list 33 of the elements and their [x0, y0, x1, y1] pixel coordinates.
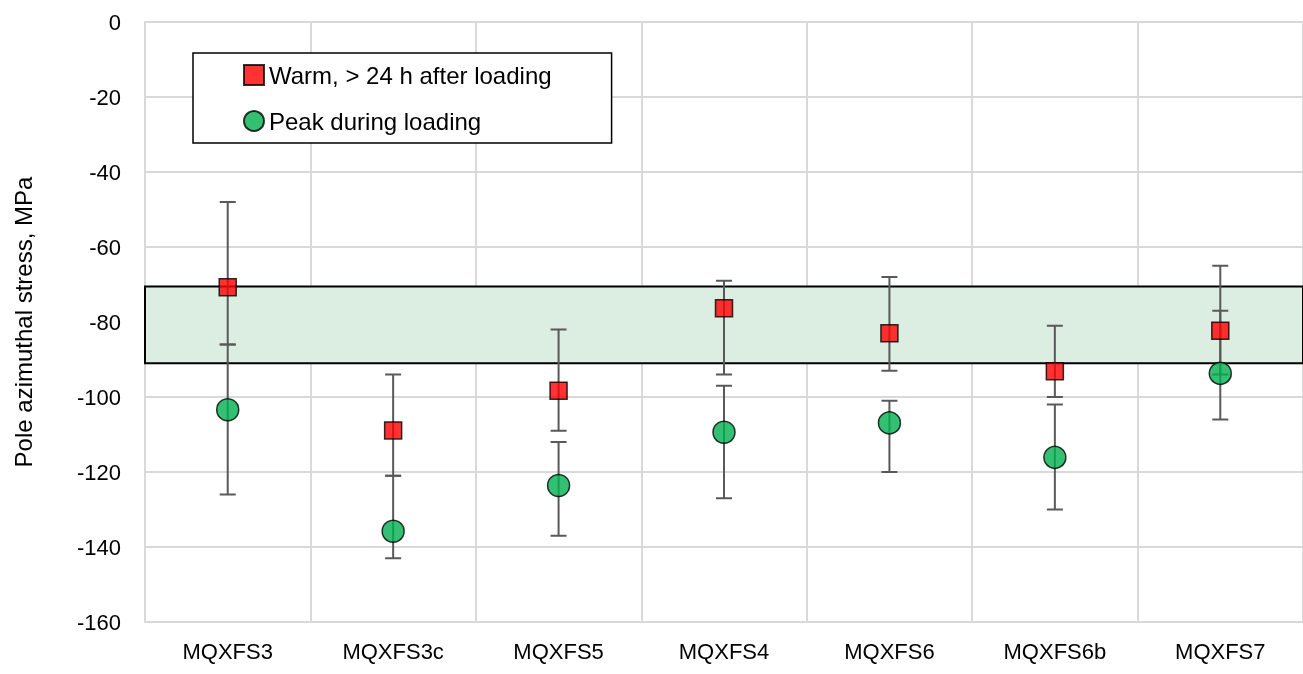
point: [714, 298, 734, 318]
y-tick-label: -140: [76, 534, 121, 560]
x-tick-label: MQXFS6b: [1003, 638, 1107, 664]
y-tick-label: -20: [89, 84, 121, 110]
point: [215, 398, 240, 422]
x-tick-label: MQXFS4: [678, 638, 770, 664]
point: [1208, 361, 1233, 386]
y-axis-title: Pole azimuthal stress, MPa: [9, 175, 37, 468]
point: [381, 519, 405, 543]
point: [546, 473, 571, 498]
y-tick-label: -40: [89, 159, 121, 185]
point: [218, 277, 237, 297]
y-tick-label: 0: [108, 9, 121, 35]
y-tick-label: -120: [76, 459, 121, 485]
x-tick-label: MQXFS7: [1175, 638, 1266, 664]
point: [712, 420, 736, 444]
y-tick-label: -160: [76, 609, 121, 635]
y-tick-label: -100: [76, 384, 121, 410]
point: [383, 421, 403, 440]
x-tick-label: MQXFS3c: [342, 638, 444, 664]
y-tick-label: -80: [89, 309, 121, 335]
point: [1043, 445, 1067, 470]
point: [1211, 321, 1230, 340]
point: [1045, 361, 1065, 381]
point: [877, 411, 902, 435]
legend-label: Warm, > 24 h after loading: [269, 61, 552, 89]
y-tick-label: -60: [89, 234, 121, 260]
x-tick-label: MQXFS5: [513, 638, 604, 664]
x-tick-label: MQXFS3: [182, 638, 273, 664]
legend-label: Peak during loading: [269, 107, 482, 135]
point: [549, 381, 568, 400]
point: [880, 324, 899, 343]
x-tick-label: MQXFS6: [844, 638, 935, 664]
